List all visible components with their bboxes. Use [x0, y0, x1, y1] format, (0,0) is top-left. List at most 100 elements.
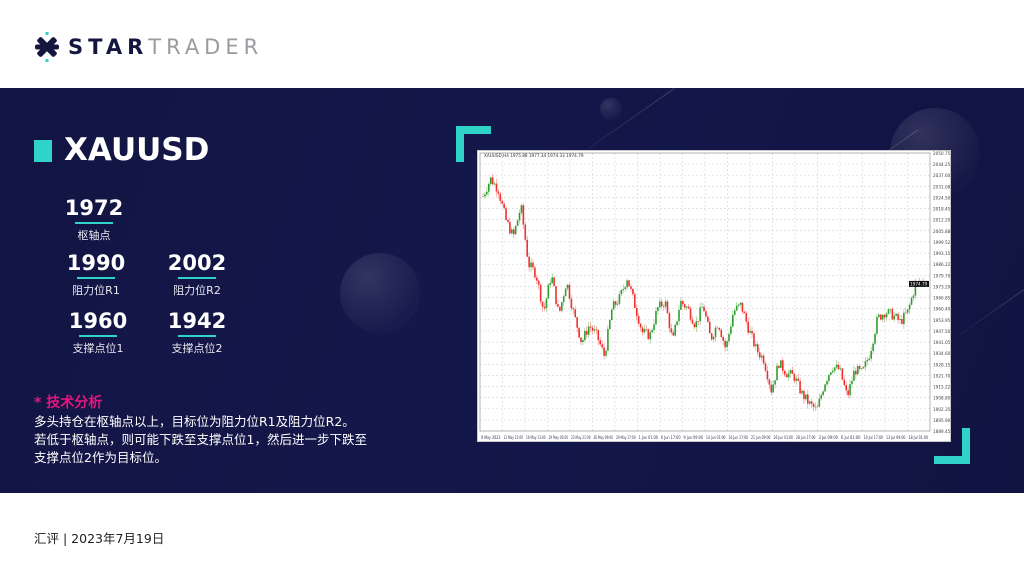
y-tick-label: 1966.85: [933, 296, 951, 301]
level-value: 1960: [68, 309, 128, 333]
candle-body: [778, 365, 780, 368]
candle-body: [551, 277, 553, 283]
candle-body: [747, 321, 749, 333]
logo-text-bold: STAR: [68, 35, 149, 59]
x-tick-label: 28 Jun 17:00: [796, 435, 816, 440]
candle-body: [733, 310, 736, 315]
candle-body: [716, 327, 719, 329]
footer-date: 汇评 | 2023年7月19日: [34, 531, 165, 546]
candle-body: [689, 308, 692, 320]
candle-body: [691, 319, 694, 324]
candle-body: [589, 326, 592, 328]
candle-body: [616, 303, 619, 305]
candle-body: [576, 317, 578, 328]
candle-body: [687, 306, 690, 309]
candle-body: [603, 347, 605, 356]
candle-body: [607, 328, 609, 351]
candle-body: [585, 330, 588, 335]
candle-body: [824, 384, 826, 392]
candle-body: [534, 267, 536, 278]
candle-body: [683, 304, 686, 308]
candle-body: [856, 366, 859, 375]
level-label: 支撑点位1: [72, 342, 124, 355]
candle-body: [682, 300, 684, 305]
candle-body: [701, 306, 703, 308]
candle-body: [772, 384, 774, 393]
x-tick-label: 10 Jul 17:00: [864, 435, 884, 440]
candle-body: [489, 177, 492, 184]
pivot-level: 1972 枢轴点: [54, 196, 134, 243]
candle-body: [699, 307, 701, 322]
candle-body: [897, 313, 899, 320]
y-tick-label: 2012.20: [933, 218, 951, 223]
candle-body: [714, 327, 717, 337]
y-tick-label: 2031.08: [933, 184, 951, 189]
y-tick-label: 2005.88: [933, 229, 951, 234]
candle-body: [889, 309, 892, 310]
analysis-title: * 技术分析: [34, 395, 103, 411]
candle-body: [730, 326, 732, 334]
candle-body: [497, 191, 500, 194]
candle-body: [828, 374, 830, 381]
candle-body: [835, 364, 838, 368]
x-tick-label: 26 Jun 01:00: [774, 435, 794, 440]
candle-body: [793, 373, 796, 381]
candle-body: [622, 289, 625, 290]
candle-body: [720, 329, 723, 338]
candle-body: [522, 205, 525, 225]
candle-body: [499, 193, 502, 201]
candle-body: [501, 200, 504, 204]
candle-body: [597, 329, 600, 341]
candle-body: [768, 379, 771, 385]
candle-body: [543, 306, 546, 309]
x-tick-label: 9 May 2023: [481, 435, 501, 440]
candle-body: [891, 309, 894, 320]
candle-body: [874, 333, 876, 344]
decor-orb: [600, 98, 622, 120]
candle-body: [526, 239, 528, 257]
candle-body: [503, 203, 505, 209]
y-tick-label: 2037.60: [933, 173, 951, 178]
candle-body: [649, 332, 651, 340]
candle-body: [903, 312, 905, 324]
candle-body: [635, 308, 638, 316]
candle-body: [707, 316, 709, 322]
candle-body: [830, 372, 832, 375]
candlestick-chart: 2050.75 2044.25 2037.60 2031.08 2024.50 2018.…: [479, 151, 951, 440]
candle-body: [564, 288, 567, 297]
candle-body: [628, 280, 630, 287]
candle-body: [591, 327, 594, 331]
startrader-logo: STAR TRADER: [32, 32, 263, 62]
candle-body: [657, 307, 659, 311]
candle-body: [774, 380, 776, 385]
candle-body: [758, 352, 761, 358]
candle-body: [724, 340, 726, 348]
candle-body: [614, 301, 617, 305]
candle-body: [743, 311, 746, 314]
candle-body: [806, 394, 809, 404]
candle-body: [837, 364, 840, 370]
x-tick-label: 13 Jul 09:00: [886, 435, 906, 440]
candle-body: [814, 406, 817, 408]
y-tick-label: 1941.05: [933, 340, 951, 345]
candle-body: [560, 302, 563, 311]
candle-body: [776, 365, 778, 381]
plot-border: [479, 152, 931, 432]
candle-body: [880, 314, 882, 320]
candle-body: [620, 289, 623, 295]
candle-body: [530, 262, 532, 268]
candle-body: [655, 310, 657, 325]
candle-body: [545, 298, 548, 309]
r2-level: 2002 阻力位R2: [157, 251, 237, 298]
candle-body: [574, 309, 577, 318]
candle-body: [637, 315, 640, 324]
bracket-bottom-right: [934, 428, 970, 464]
symbol-title: XAUUSD: [64, 132, 210, 168]
candle-body: [847, 390, 849, 396]
y-tick-label: 1993.15: [933, 251, 951, 256]
candle-body: [901, 318, 903, 324]
candle-body: [511, 229, 513, 234]
candle-body: [570, 298, 573, 309]
y-tick-label: 1934.60: [933, 351, 951, 356]
candle-body: [578, 327, 580, 338]
